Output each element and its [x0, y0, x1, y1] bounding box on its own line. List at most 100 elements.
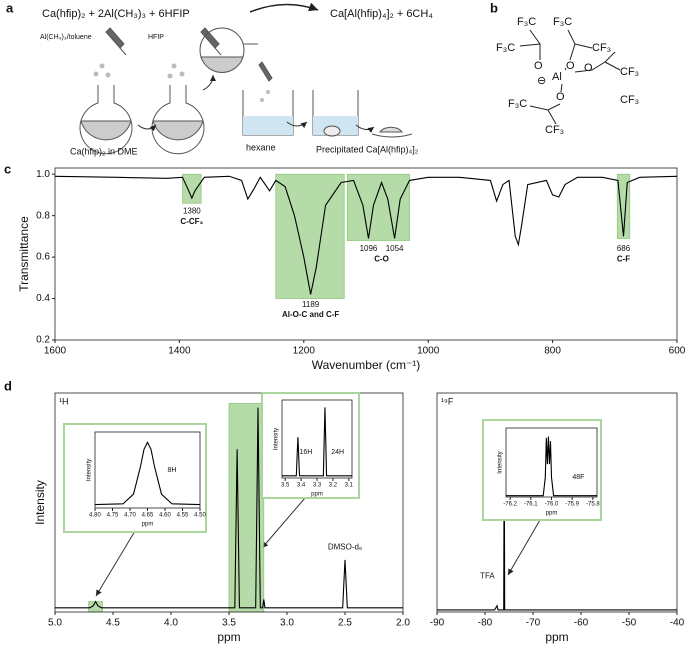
equation: Ca[Al(hfip)₄]₂ + 6CH₄: [330, 8, 433, 20]
annotation: 1189: [302, 300, 320, 309]
x-tick-label: 1000: [417, 346, 440, 357]
annotation: 1054: [386, 244, 404, 253]
plot-frame: [54, 167, 678, 341]
x-tick-label: 3.4: [297, 483, 306, 489]
group-label: CF₃: [620, 66, 639, 78]
annotation: C-F: [617, 254, 630, 263]
annotation: TFA: [480, 572, 495, 581]
step-label: hexane: [246, 142, 276, 152]
spectrum-line: [282, 407, 352, 477]
x-tick-label: -50: [622, 618, 637, 629]
inset-frame: [63, 423, 207, 533]
x-tick-label: 3.0: [280, 618, 294, 629]
x-tick-label: 1400: [168, 346, 191, 357]
reagent-label: Al(CH₃)₃/toluene: [40, 34, 92, 41]
plot-frame: [436, 392, 678, 613]
x-axis-label: ppm: [311, 492, 323, 498]
group-label: F₃C: [496, 42, 515, 54]
annotation: 16H: [299, 449, 312, 456]
group-label: F₃C: [508, 98, 527, 110]
step-label: Precipitated Ca[Al(hfip)₄]₂: [316, 144, 419, 154]
x-tick-label: 4.55: [177, 513, 189, 519]
atom-label: Al: [552, 71, 562, 83]
glassware: [79, 27, 413, 155]
x-tick-label: 4.65: [142, 513, 154, 519]
x-tick-label: 4.70: [124, 513, 136, 519]
spectrum-line: [55, 407, 403, 609]
inset-frame: [261, 392, 360, 499]
x-tick-label: -76.0: [545, 502, 559, 508]
y-tick-label: 0.6: [36, 252, 50, 263]
group-label: F₃C: [517, 16, 536, 28]
y-axis-label: Transmittance: [17, 216, 31, 292]
group-label: CF₃: [545, 124, 564, 136]
annotation: 686: [617, 244, 631, 253]
x-tick-label: 800: [544, 346, 561, 357]
x-axis-label: Wavenumber (cm⁻¹): [312, 358, 421, 372]
inset-arrows: [95, 497, 541, 597]
y-tick-label: 0.8: [36, 210, 50, 221]
x-axis-label: ppm: [545, 630, 568, 644]
x-tick-label: 3.1: [345, 483, 354, 489]
x-axis-label: ppm: [546, 511, 558, 517]
highlight: [346, 173, 410, 241]
reagent-label: HFIP: [148, 34, 164, 41]
annotation: C-O: [374, 254, 389, 263]
x-axis-label: ppm: [142, 522, 154, 528]
inset-frame: [482, 419, 602, 521]
group-label: F₃C: [553, 16, 572, 28]
spectrum-line: [437, 424, 677, 611]
x-tick-label: -75.9: [565, 502, 579, 508]
x-tick-label: 4.50: [194, 513, 206, 519]
x-tick-label: 1600: [44, 346, 67, 357]
spectrum-line: [506, 436, 597, 497]
spectrum-line: [94, 441, 201, 506]
y-tick-label: 0.2: [36, 335, 50, 346]
y-tick-label: 0.4: [36, 293, 50, 304]
y-axis-label: Intensity: [274, 428, 280, 450]
panel-label: d: [4, 378, 12, 393]
y-tick-label: 1.0: [36, 169, 50, 180]
x-tick-label: -90: [430, 618, 445, 629]
droplets: [93, 63, 270, 102]
equation: Ca(hfip)₂ + 2Al(CH₃)₃ + 6HFIP: [42, 8, 190, 20]
reaction-arrow: [249, 2, 319, 13]
annotation: 8H: [168, 467, 177, 474]
highlight: [182, 173, 202, 204]
x-tick-label: -70: [526, 618, 541, 629]
annotation: C-CF₃: [180, 217, 203, 226]
x-tick-label: -76.1: [524, 502, 538, 508]
x-tick-label: 4.80: [89, 513, 101, 519]
x-tick-label: 3.3: [313, 483, 322, 489]
x-tick-label: -75.8: [586, 502, 600, 508]
atom-label: O: [556, 91, 565, 103]
annotation: 1096: [360, 244, 378, 253]
x-tick-label: 5.0: [48, 618, 62, 629]
group-label: CF₃: [592, 42, 611, 54]
panel-label: b: [490, 0, 498, 15]
x-tick-label: -76.2: [503, 502, 517, 508]
charge-label: ⊖: [537, 75, 546, 87]
x-tick-label: -60: [574, 618, 589, 629]
x-tick-label: 3.5: [222, 618, 236, 629]
x-tick-label: 4.75: [107, 513, 119, 519]
x-tick-label: 2.0: [396, 618, 410, 629]
panel-label: a: [6, 0, 14, 15]
atom-label: O: [584, 62, 593, 74]
atom-label: O: [566, 60, 575, 72]
y-axis-label: Intensity: [498, 451, 504, 473]
annotation: 24H: [331, 449, 344, 456]
x-tick-label: 1200: [293, 346, 316, 357]
x-tick-label: 3.5: [281, 483, 290, 489]
x-tick-label: 600: [669, 346, 685, 357]
spectrum-line: [54, 175, 678, 295]
annotation: Al-O-C and C-F: [282, 310, 339, 319]
x-axis-label: ppm: [217, 630, 240, 644]
nucleus-label: ¹⁹F: [441, 396, 454, 406]
y-axis-label: Intensity: [33, 480, 47, 525]
step-label: Ca(hfip)₂ in DME: [70, 146, 138, 156]
bonds: [519, 29, 621, 125]
x-tick-label: -80: [478, 618, 493, 629]
group-label: CF₃: [620, 94, 639, 106]
x-tick-label: 4.0: [164, 618, 178, 629]
